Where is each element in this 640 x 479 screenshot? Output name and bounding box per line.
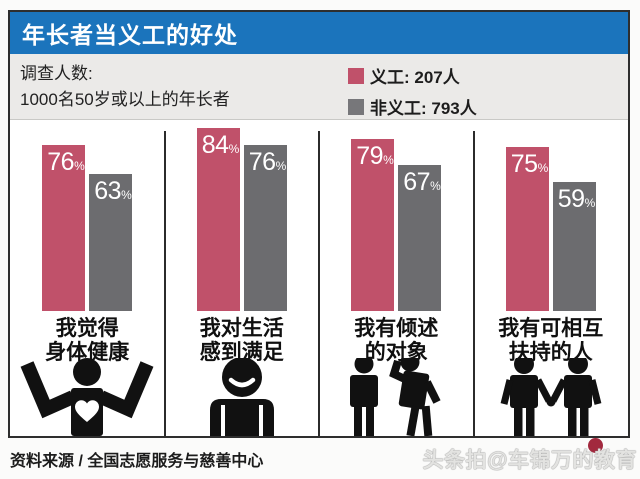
volunteer-swatch-icon bbox=[348, 67, 364, 84]
nonvolunteer-bar-value: 76% bbox=[248, 148, 286, 176]
category-column-2: 84% 76% 我对生活 感到满足 bbox=[165, 121, 320, 436]
nonvolunteer-bar-value: 67% bbox=[403, 168, 441, 196]
info-panel: 调查人数: 1000名50岁或以上的年长者 义工: 207人 非义工: 793人 bbox=[10, 54, 628, 120]
title-bar: 年长者当义工的好处 bbox=[10, 12, 628, 54]
chart-legend: 义工: 207人 非义工: 793人 bbox=[348, 63, 477, 125]
cheering-person-icon bbox=[20, 358, 154, 436]
category-label-line1: 我有可相互 bbox=[498, 317, 604, 340]
talking-pair-icon bbox=[350, 358, 441, 436]
category-label: 我有可相互 扶持的人 bbox=[474, 317, 629, 364]
category-label-line1: 我对生活 bbox=[199, 317, 284, 340]
smiling-person-box bbox=[165, 358, 320, 436]
category-column-3: 79% 67% 我有倾述 的对象 bbox=[319, 121, 474, 436]
volunteer-bar: 79% bbox=[351, 139, 395, 311]
volunteer-bar: 84% bbox=[196, 128, 240, 311]
volunteer-bar-value: 76% bbox=[47, 148, 85, 176]
bar-pair: 76% 63% bbox=[10, 121, 165, 311]
volunteer-bar: 76% bbox=[42, 145, 86, 311]
legend-label-volunteer: 义工: 207人 bbox=[370, 68, 460, 87]
survey-detail: 1000名50岁或以上的年长者 bbox=[20, 90, 230, 110]
cheering-person-box bbox=[10, 358, 165, 436]
supporting-pair-box bbox=[474, 358, 629, 436]
volunteer-bar-value: 75% bbox=[510, 150, 548, 178]
survey-text: 调查人数: 1000名50岁或以上的年长者 bbox=[20, 61, 230, 114]
bar-pair: 79% 67% bbox=[319, 121, 474, 311]
volunteer-bar-value: 79% bbox=[356, 142, 394, 170]
talking-pair-box bbox=[319, 358, 474, 436]
supporting-pair-icon bbox=[500, 358, 602, 436]
legend-label-nonvolunteer: 非义工: 793人 bbox=[370, 99, 477, 118]
nonvolunteer-bar: 67% bbox=[398, 165, 442, 311]
legend-row-nonvolunteer: 非义工: 793人 bbox=[348, 94, 477, 119]
nonvolunteer-swatch-icon bbox=[348, 98, 364, 115]
smiling-person-icon bbox=[209, 358, 274, 436]
nonvolunteer-bar: 76% bbox=[243, 145, 287, 311]
category-label: 我有倾述 的对象 bbox=[319, 317, 474, 364]
chart-frame: 年长者当义工的好处 调查人数: 1000名50岁或以上的年长者 义工: 207人… bbox=[8, 10, 630, 438]
category-column-1: 76% 63% 我觉得 身体健康 bbox=[10, 121, 165, 436]
category-label: 我对生活 感到满足 bbox=[165, 317, 320, 364]
category-label-line2: 感到满足 bbox=[199, 340, 284, 364]
volunteer-bar: 75% bbox=[505, 147, 549, 311]
category-column-4: 75% 59% 我有可相互 扶持的人 bbox=[474, 121, 629, 436]
bar-chart: 76% 63% 我觉得 身体健康 84% 76% 我对生活 感到满足 bbox=[10, 121, 628, 436]
survey-label: 调查人数: bbox=[20, 64, 93, 83]
legend-row-volunteer: 义工: 207人 bbox=[348, 63, 477, 88]
nonvolunteer-bar-value: 63% bbox=[94, 177, 132, 205]
watermark-badge-icon bbox=[588, 438, 603, 453]
bar-pair: 84% 76% bbox=[165, 121, 320, 311]
source-credit: 资料来源 / 全国志愿服务与慈善中心 bbox=[10, 453, 264, 470]
nonvolunteer-bar: 59% bbox=[552, 182, 596, 311]
category-label-line1: 我觉得 bbox=[55, 317, 119, 340]
bar-pair: 75% 59% bbox=[474, 121, 629, 311]
category-label-line1: 我有倾述 bbox=[354, 317, 439, 340]
category-label: 我觉得 身体健康 bbox=[10, 317, 165, 364]
watermark-text: 头条拍@车锦万的教育 bbox=[422, 449, 637, 472]
page-title: 年长者当义工的好处 bbox=[22, 22, 238, 48]
volunteer-bar-value: 84% bbox=[201, 131, 239, 159]
nonvolunteer-bar: 63% bbox=[89, 174, 133, 311]
category-label-line2: 身体健康 bbox=[45, 340, 130, 364]
nonvolunteer-bar-value: 59% bbox=[557, 185, 595, 213]
